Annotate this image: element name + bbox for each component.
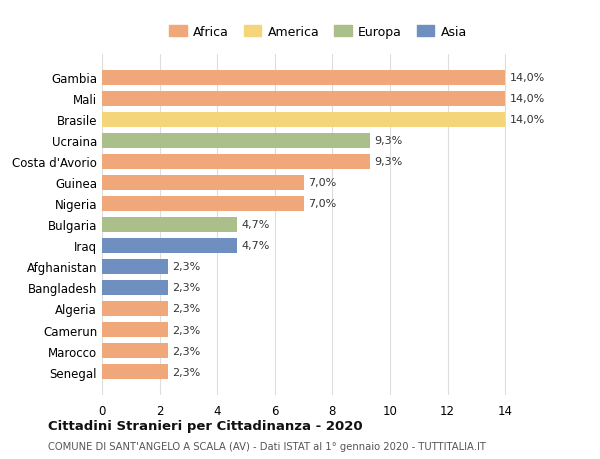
Bar [102,112,505,128]
Text: 4,7%: 4,7% [242,241,270,251]
Text: 9,3%: 9,3% [374,157,403,167]
Bar [102,91,505,106]
Text: 7,0%: 7,0% [308,199,336,209]
Bar [102,238,238,253]
Bar [102,175,304,190]
Bar [102,301,168,316]
Bar [102,218,238,232]
Text: COMUNE DI SANT'ANGELO A SCALA (AV) - Dati ISTAT al 1° gennaio 2020 - TUTTITALIA.: COMUNE DI SANT'ANGELO A SCALA (AV) - Dat… [48,441,486,451]
Bar [102,364,168,379]
Text: 14,0%: 14,0% [509,115,545,125]
Bar [102,322,168,337]
Legend: Africa, America, Europa, Asia: Africa, America, Europa, Asia [164,21,472,44]
Text: 2,3%: 2,3% [173,325,201,335]
Text: 2,3%: 2,3% [173,367,201,377]
Bar [102,154,370,169]
Text: 2,3%: 2,3% [173,262,201,272]
Bar [102,196,304,212]
Bar [102,134,370,149]
Text: 14,0%: 14,0% [509,94,545,104]
Text: 2,3%: 2,3% [173,304,201,314]
Text: 7,0%: 7,0% [308,178,336,188]
Bar [102,71,505,86]
Text: 4,7%: 4,7% [242,220,270,230]
Text: 9,3%: 9,3% [374,136,403,146]
Text: Cittadini Stranieri per Cittadinanza - 2020: Cittadini Stranieri per Cittadinanza - 2… [48,419,362,432]
Text: 2,3%: 2,3% [173,283,201,293]
Bar [102,280,168,296]
Text: 2,3%: 2,3% [173,346,201,356]
Text: 14,0%: 14,0% [509,73,545,83]
Bar [102,259,168,274]
Bar [102,343,168,358]
